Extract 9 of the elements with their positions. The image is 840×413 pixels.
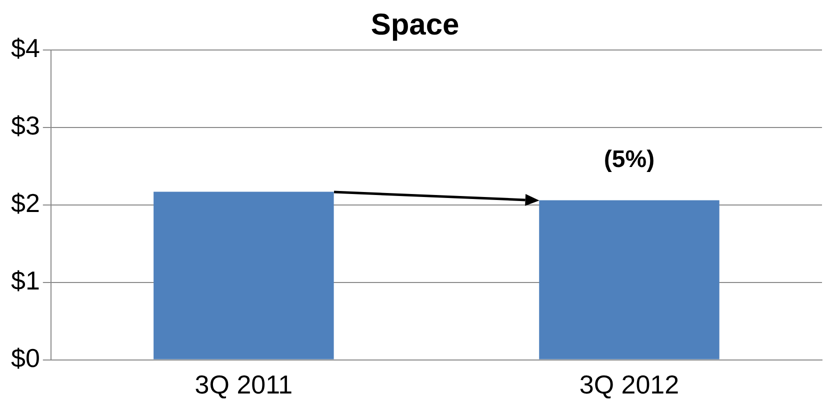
y-tick-label: $1 <box>11 266 40 296</box>
chart-title: Space <box>370 8 460 42</box>
x-tick-label: 3Q 2011 <box>194 370 293 400</box>
y-tick-label: $4 <box>11 33 40 64</box>
y-tick-label: $2 <box>11 188 40 218</box>
annotation: (5%) <box>604 146 655 173</box>
x-tick-label: 3Q 2012 <box>579 370 680 400</box>
y-tick-label: $3 <box>11 110 40 141</box>
y-tick-label: $0 <box>11 342 40 373</box>
